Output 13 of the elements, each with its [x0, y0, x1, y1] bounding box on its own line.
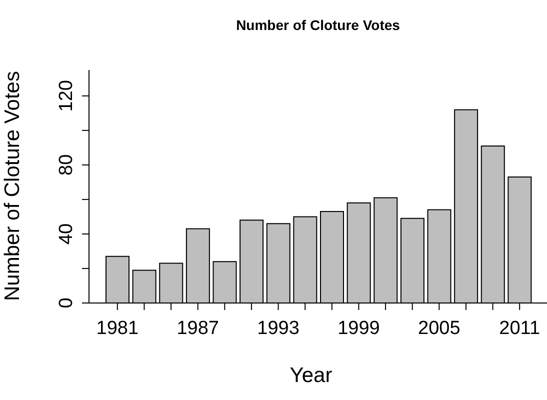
x-tick-label: 2005 [418, 318, 460, 339]
x-tick-label: 1981 [96, 318, 139, 339]
x-tick-label: 1993 [257, 318, 300, 339]
y-tick-label: 40 [56, 223, 77, 245]
x-tick-label: 1987 [176, 318, 219, 339]
chart-title: Number of Cloture Votes [235, 17, 401, 33]
y-tick-label: 80 [56, 154, 77, 176]
y-tick-label: 120 [56, 80, 77, 112]
y-tick-label: 0 [56, 298, 77, 308]
x-tick-label: 1999 [338, 318, 380, 339]
y-axis-title: Number of Cloture Votes [1, 70, 25, 303]
x-axis-title: Year [288, 364, 334, 388]
x-tick-label: 2011 [499, 318, 540, 339]
